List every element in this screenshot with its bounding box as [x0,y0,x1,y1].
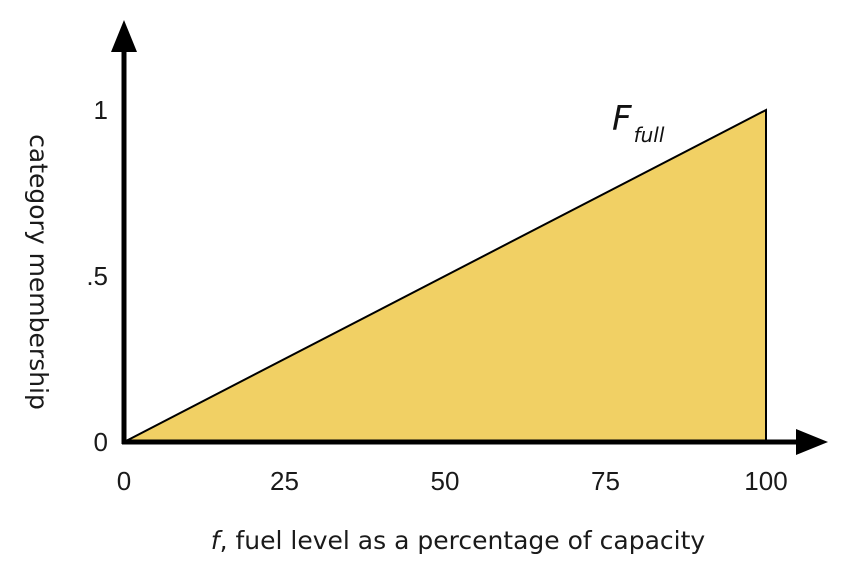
x-tick-label: 0 [117,466,131,496]
y-tick-label: .5 [86,261,108,291]
x-axis-label-text: , fuel level as a percentage of capacity [220,526,706,555]
y-tick-labels: 0.51 [86,95,108,457]
x-tick-label: 50 [431,466,460,496]
y-axis-arrowhead [111,20,137,52]
full-membership-area [123,108,767,443]
series-label-subscript: full [634,123,665,147]
y-axis-label: category membership [24,134,53,410]
x-tick-label: 25 [270,466,299,496]
x-tick-label: 75 [591,466,620,496]
y-tick-label: 0 [94,427,108,457]
x-axis-label: f, fuel level as a percentage of capacit… [211,526,706,555]
x-tick-labels: 0 25 50 75 100 [117,466,788,496]
series-label-main: F [612,99,632,139]
x-axis-arrowhead [796,429,828,455]
y-tick-label: 1 [94,95,108,125]
x-tick-label: 100 [744,466,787,496]
